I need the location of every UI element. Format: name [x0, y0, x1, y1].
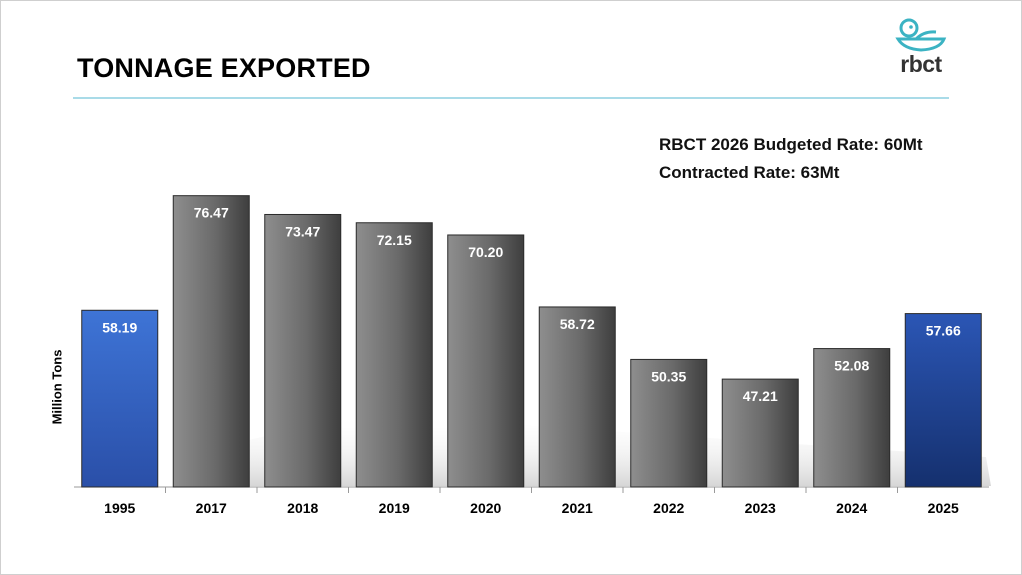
bar-2024: [813, 348, 891, 488]
data-label-1995: 58.19: [102, 319, 137, 335]
rbct-bird-logo-icon: [895, 18, 947, 52]
x-tick-label-2021: 2021: [562, 500, 593, 516]
bar-2023: [721, 378, 799, 488]
data-label-2019: 72.15: [377, 232, 412, 248]
data-label-2020: 70.20: [468, 244, 503, 260]
bar-2017: [172, 195, 250, 488]
logo-text: rbct: [900, 51, 942, 77]
bar-2018: [264, 213, 342, 488]
x-tick-label-2025: 2025: [928, 500, 959, 516]
page-title: TONNAGE EXPORTED: [77, 53, 371, 83]
data-label-2022: 50.35: [651, 368, 686, 384]
title-divider: [73, 97, 949, 99]
bar-2019: [355, 222, 433, 488]
data-label-2025: 57.66: [926, 323, 961, 339]
x-tick-label-2023: 2023: [745, 500, 776, 516]
rate-notes: RBCT 2026 Budgeted Rate: 60Mt Contracted…: [659, 131, 923, 187]
rbct-logo: rbct: [890, 15, 952, 87]
x-tick-label-2017: 2017: [196, 500, 227, 516]
bar-2021: [538, 306, 616, 488]
x-tick-label-2022: 2022: [653, 500, 684, 516]
bar-2020: [447, 234, 525, 488]
data-label-2023: 47.21: [743, 388, 778, 404]
x-tick-label-2020: 2020: [470, 500, 501, 516]
bars-group: 58.19 1995 76.47 2017 73.47 2018 72.15 2019 70.2…: [81, 195, 982, 516]
bar-1995: [81, 309, 159, 488]
data-label-2017: 76.47: [194, 205, 229, 221]
data-label-2021: 58.72: [560, 316, 595, 332]
x-tick-label-2018: 2018: [287, 500, 318, 516]
bar-2025: [904, 313, 982, 488]
x-tick-label-2024: 2024: [836, 500, 867, 516]
bar-2022: [630, 358, 708, 488]
data-label-2024: 52.08: [834, 358, 869, 374]
contracted-rate-note: Contracted Rate: 63Mt: [659, 163, 840, 182]
data-label-2018: 73.47: [285, 223, 320, 239]
x-tick-label-1995: 1995: [104, 500, 135, 516]
budgeted-rate-note: RBCT 2026 Budgeted Rate: 60Mt: [659, 135, 923, 154]
x-tick-label-2019: 2019: [379, 500, 410, 516]
